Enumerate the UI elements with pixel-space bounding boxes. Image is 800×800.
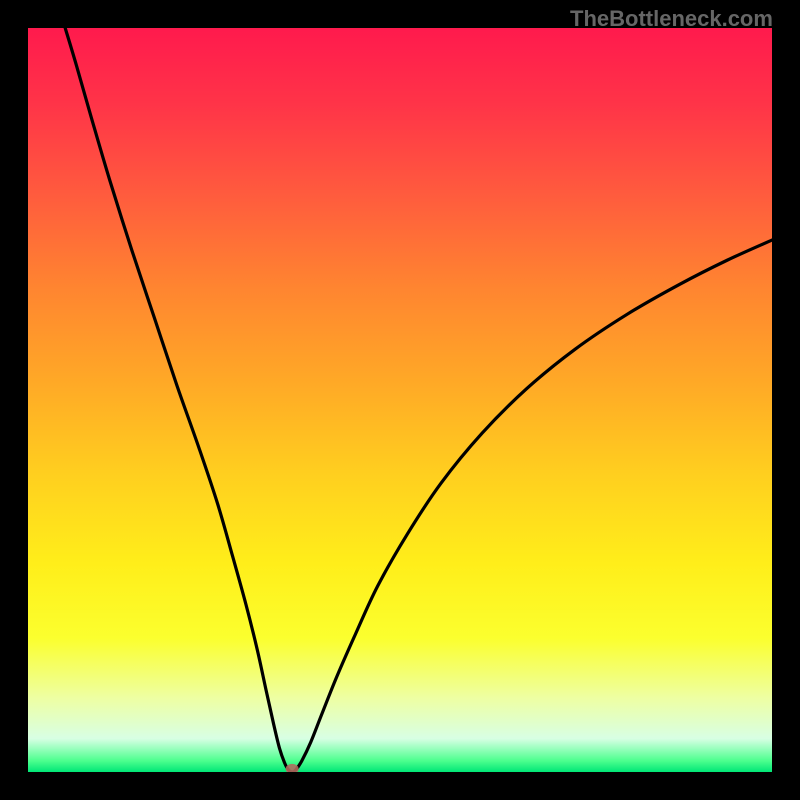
- minimum-marker: [286, 764, 299, 772]
- bottleneck-curve: [28, 28, 772, 772]
- curve-path: [65, 28, 772, 772]
- plot-area: [28, 28, 772, 772]
